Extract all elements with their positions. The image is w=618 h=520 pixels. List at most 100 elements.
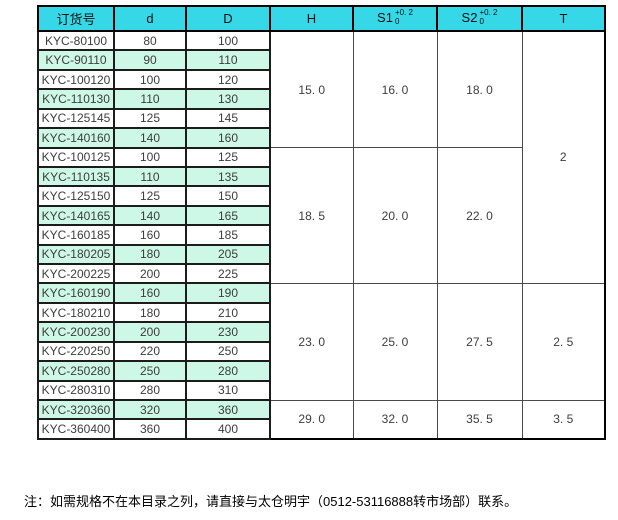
d-value-cell: 360 [113,418,187,440]
table-row: KYC-110130 110 130 [37,88,605,110]
S1-value-cell: 25. 0 [352,282,438,401]
order-number-cell: KYC-200230 [37,321,115,343]
D-value-cell: 120 [185,68,271,91]
D-value-cell: 230 [185,321,271,343]
D-value-cell: 225 [185,263,271,285]
d-value-cell: 125 [113,185,187,207]
header-T-label: T [559,11,568,26]
order-number-cell: KYC-280310 [37,379,115,402]
d-value-cell: 180 [113,243,187,266]
order-number-cell: KYC-125150 [37,185,115,207]
D-value-cell: 110 [185,49,271,71]
spec-table-body: KYC-80100 80 100 15. 0 16. 0 18. 0 2 KYC-90110 9… [37,29,606,440]
d-value-cell: 110 [113,165,187,188]
order-number-cell: KYC-220250 [37,340,115,363]
d-value-cell: 320 [113,398,187,421]
table-row: KYC-110135 110 135 [37,165,605,188]
order-number-cell: KYC-80100 [37,29,115,52]
d-value-cell: 100 [113,146,187,168]
table-row: KYC-180205 180 205 [37,243,605,266]
table-row: KYC-90110 90 110 [37,49,605,71]
d-value-cell: 100 [113,68,187,91]
order-number-cell: KYC-200225 [37,263,115,285]
table-row: KYC-100125 100 125 18. 5 20. 0 22. 0 [37,146,605,284]
order-number-cell: KYC-110135 [37,165,115,188]
header-cell-T: T [521,5,606,32]
D-value-cell: 360 [185,398,271,421]
footnote: 注：如需规格不在本目录之列，请直接与太仓明宇（0512-53116888转市场部… [24,494,518,509]
D-value-cell: 185 [185,224,271,246]
table-row: KYC-280310 280 310 [37,379,605,402]
header-d-label: d [146,11,154,26]
order-number-cell: KYC-320360 [37,398,115,421]
H-value-cell: 15. 0 [269,30,354,149]
D-value-cell: 150 [185,185,271,207]
H-value-cell: 23. 0 [269,282,354,401]
order-number-cell: KYC-140165 [37,204,115,227]
d-value-cell: 110 [113,88,187,110]
header-cell-D: D [185,5,271,32]
order-number-cell: KYC-140160 [37,127,115,149]
table-row: KYC-160190 160 190 23. 0 25. 0 27. 5 2. 5 [37,282,606,401]
order-number-cell: KYC-180210 [37,301,115,324]
header-order-label: 订货号 [56,12,96,27]
S1-value-cell: 16. 0 [352,30,438,149]
D-value-cell: 145 [185,107,271,130]
table-row: KYC-200230 200 230 [37,321,605,343]
header-cell-d: d [113,5,187,32]
table-row: KYC-160185 160 185 [37,224,605,246]
order-number-cell: KYC-100120 [37,68,115,91]
s1-tolerance-upper: +0. 2 [394,8,413,18]
table-row: KYC-100120 100 120 [37,68,605,91]
d-value-cell: 220 [113,340,187,363]
d-value-cell: 160 [113,282,187,304]
order-number-cell: KYC-100125 [37,146,115,168]
D-value-cell: 160 [185,127,271,149]
d-value-cell: 140 [113,127,187,149]
d-value-cell: 80 [113,29,187,52]
d-value-cell: 160 [113,224,187,246]
d-value-cell: 250 [113,360,187,382]
T-value-cell: 2 [521,30,606,284]
D-value-cell: 130 [185,88,271,110]
table-row: KYC-180210 180 210 [37,301,605,324]
table-row: KYC-220250 220 250 [37,340,605,363]
D-value-cell: 205 [185,243,271,266]
header-cell-order: 订货号 [37,5,115,32]
d-value-cell: 200 [113,263,187,285]
d-value-cell: 140 [113,204,187,227]
table-row: KYC-140165 140 165 [37,204,605,227]
table-row: KYC-125150 125 150 [37,185,605,207]
header-S1-label: S1 [377,10,393,26]
table-row: KYC-200225 200 225 [37,263,605,285]
order-number-cell: KYC-110130 [37,88,115,110]
S2-value-cell: 35. 5 [436,399,523,440]
S2-value-cell: 22. 0 [436,147,523,284]
table-row: KYC-250280 250 280 [37,360,605,382]
S2-value-cell: 18. 0 [436,30,523,149]
order-number-cell: KYC-160190 [37,282,115,304]
s2-tolerance-upper: +0. 2 [479,8,498,18]
S2-value-cell: 27. 5 [436,282,523,401]
D-value-cell: 280 [185,360,271,382]
D-value-cell: 210 [185,301,271,324]
D-value-cell: 165 [185,204,271,227]
S1-value-cell: 20. 0 [352,147,438,284]
table-row: KYC-320360 320 360 29. 0 32. 0 35. 5 3. 5 [37,398,606,440]
H-value-cell: 29. 0 [269,399,354,440]
d-value-cell: 200 [113,321,187,343]
header-H-label: H [306,11,317,26]
T-value-cell: 3. 5 [521,399,606,440]
D-value-cell: 125 [185,146,271,168]
order-number-cell: KYC-125145 [37,107,115,130]
d-value-cell: 90 [113,49,187,71]
S1-value-cell: 32. 0 [352,399,438,440]
